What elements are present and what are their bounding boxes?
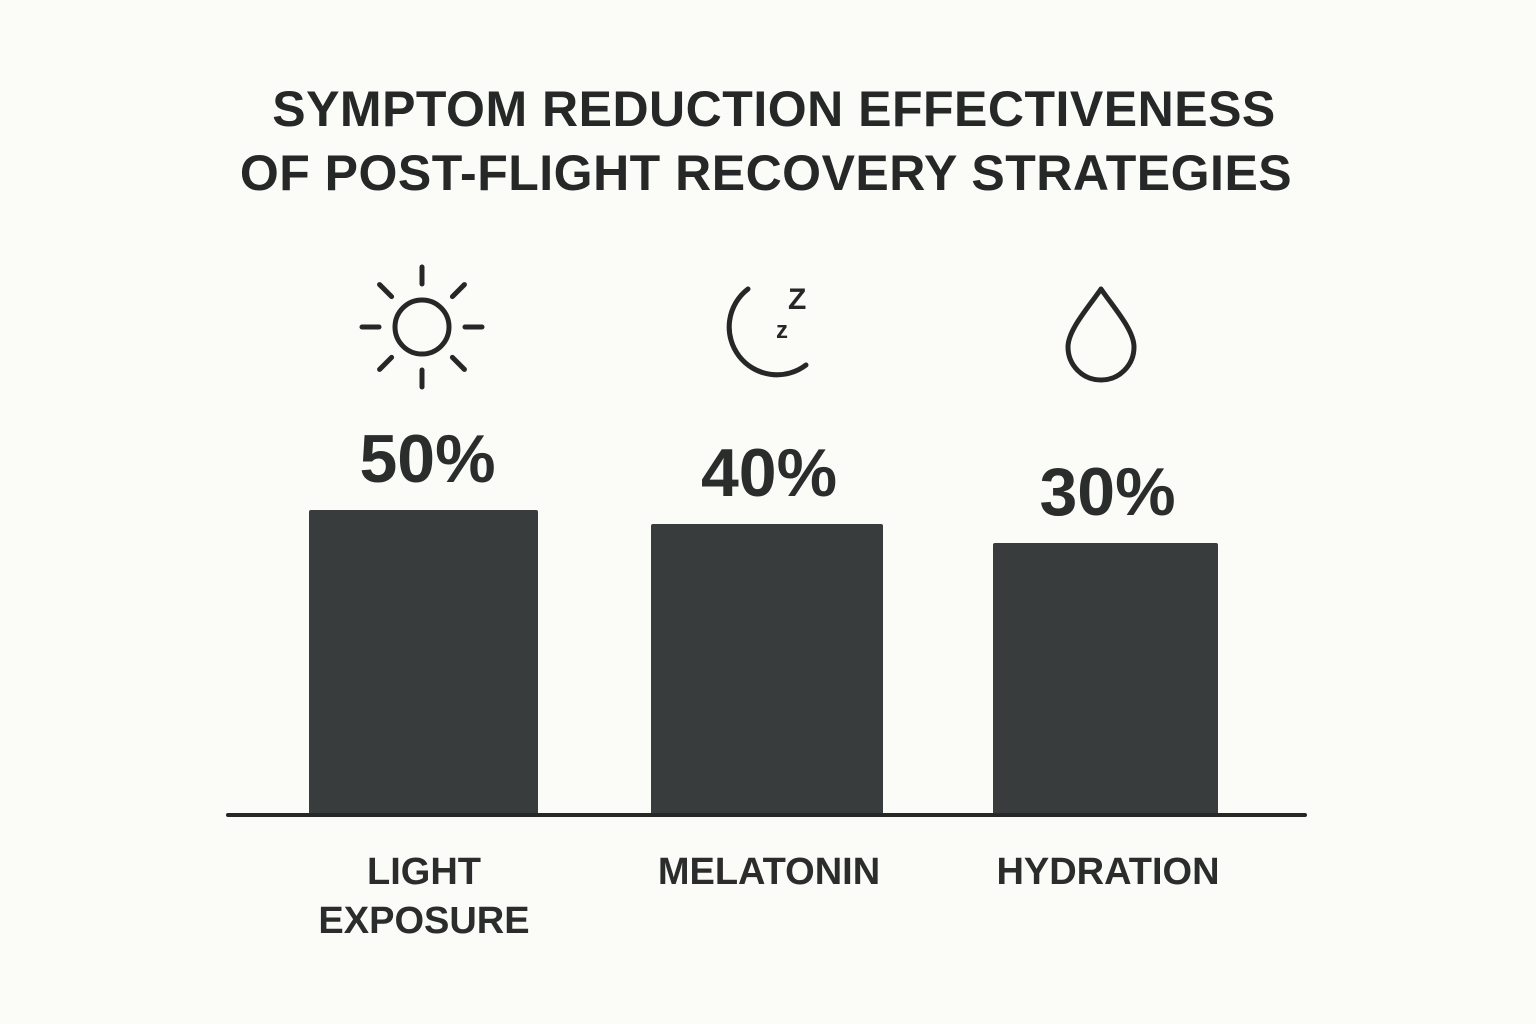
category-label-0-line-0: LIGHT bbox=[367, 851, 481, 893]
value-label-2: 30% bbox=[1039, 454, 1175, 530]
category-label-1-line-0: MELATONIN bbox=[658, 851, 880, 893]
svg-text:z: z bbox=[776, 317, 788, 344]
category-label-0-line-1: EXPOSURE bbox=[318, 900, 529, 942]
svg-text:Z: Z bbox=[788, 283, 806, 316]
chart-title-line-1: SYMPTOM REDUCTION EFFECTIVENESS bbox=[272, 81, 1276, 137]
bar-1 bbox=[651, 524, 883, 815]
bar-2 bbox=[993, 543, 1218, 815]
bar-0 bbox=[309, 510, 538, 815]
category-label-2-line-0: HYDRATION bbox=[996, 851, 1219, 893]
moon-sleep-icon: Zz bbox=[726, 283, 809, 378]
chart-title-line-2: OF POST-FLIGHT RECOVERY STRATEGIES bbox=[239, 145, 1293, 201]
value-label-0: 50% bbox=[359, 421, 495, 497]
sun-icon bbox=[359, 264, 485, 390]
value-label-1: 40% bbox=[701, 435, 837, 511]
water-drop-icon bbox=[1065, 286, 1137, 383]
